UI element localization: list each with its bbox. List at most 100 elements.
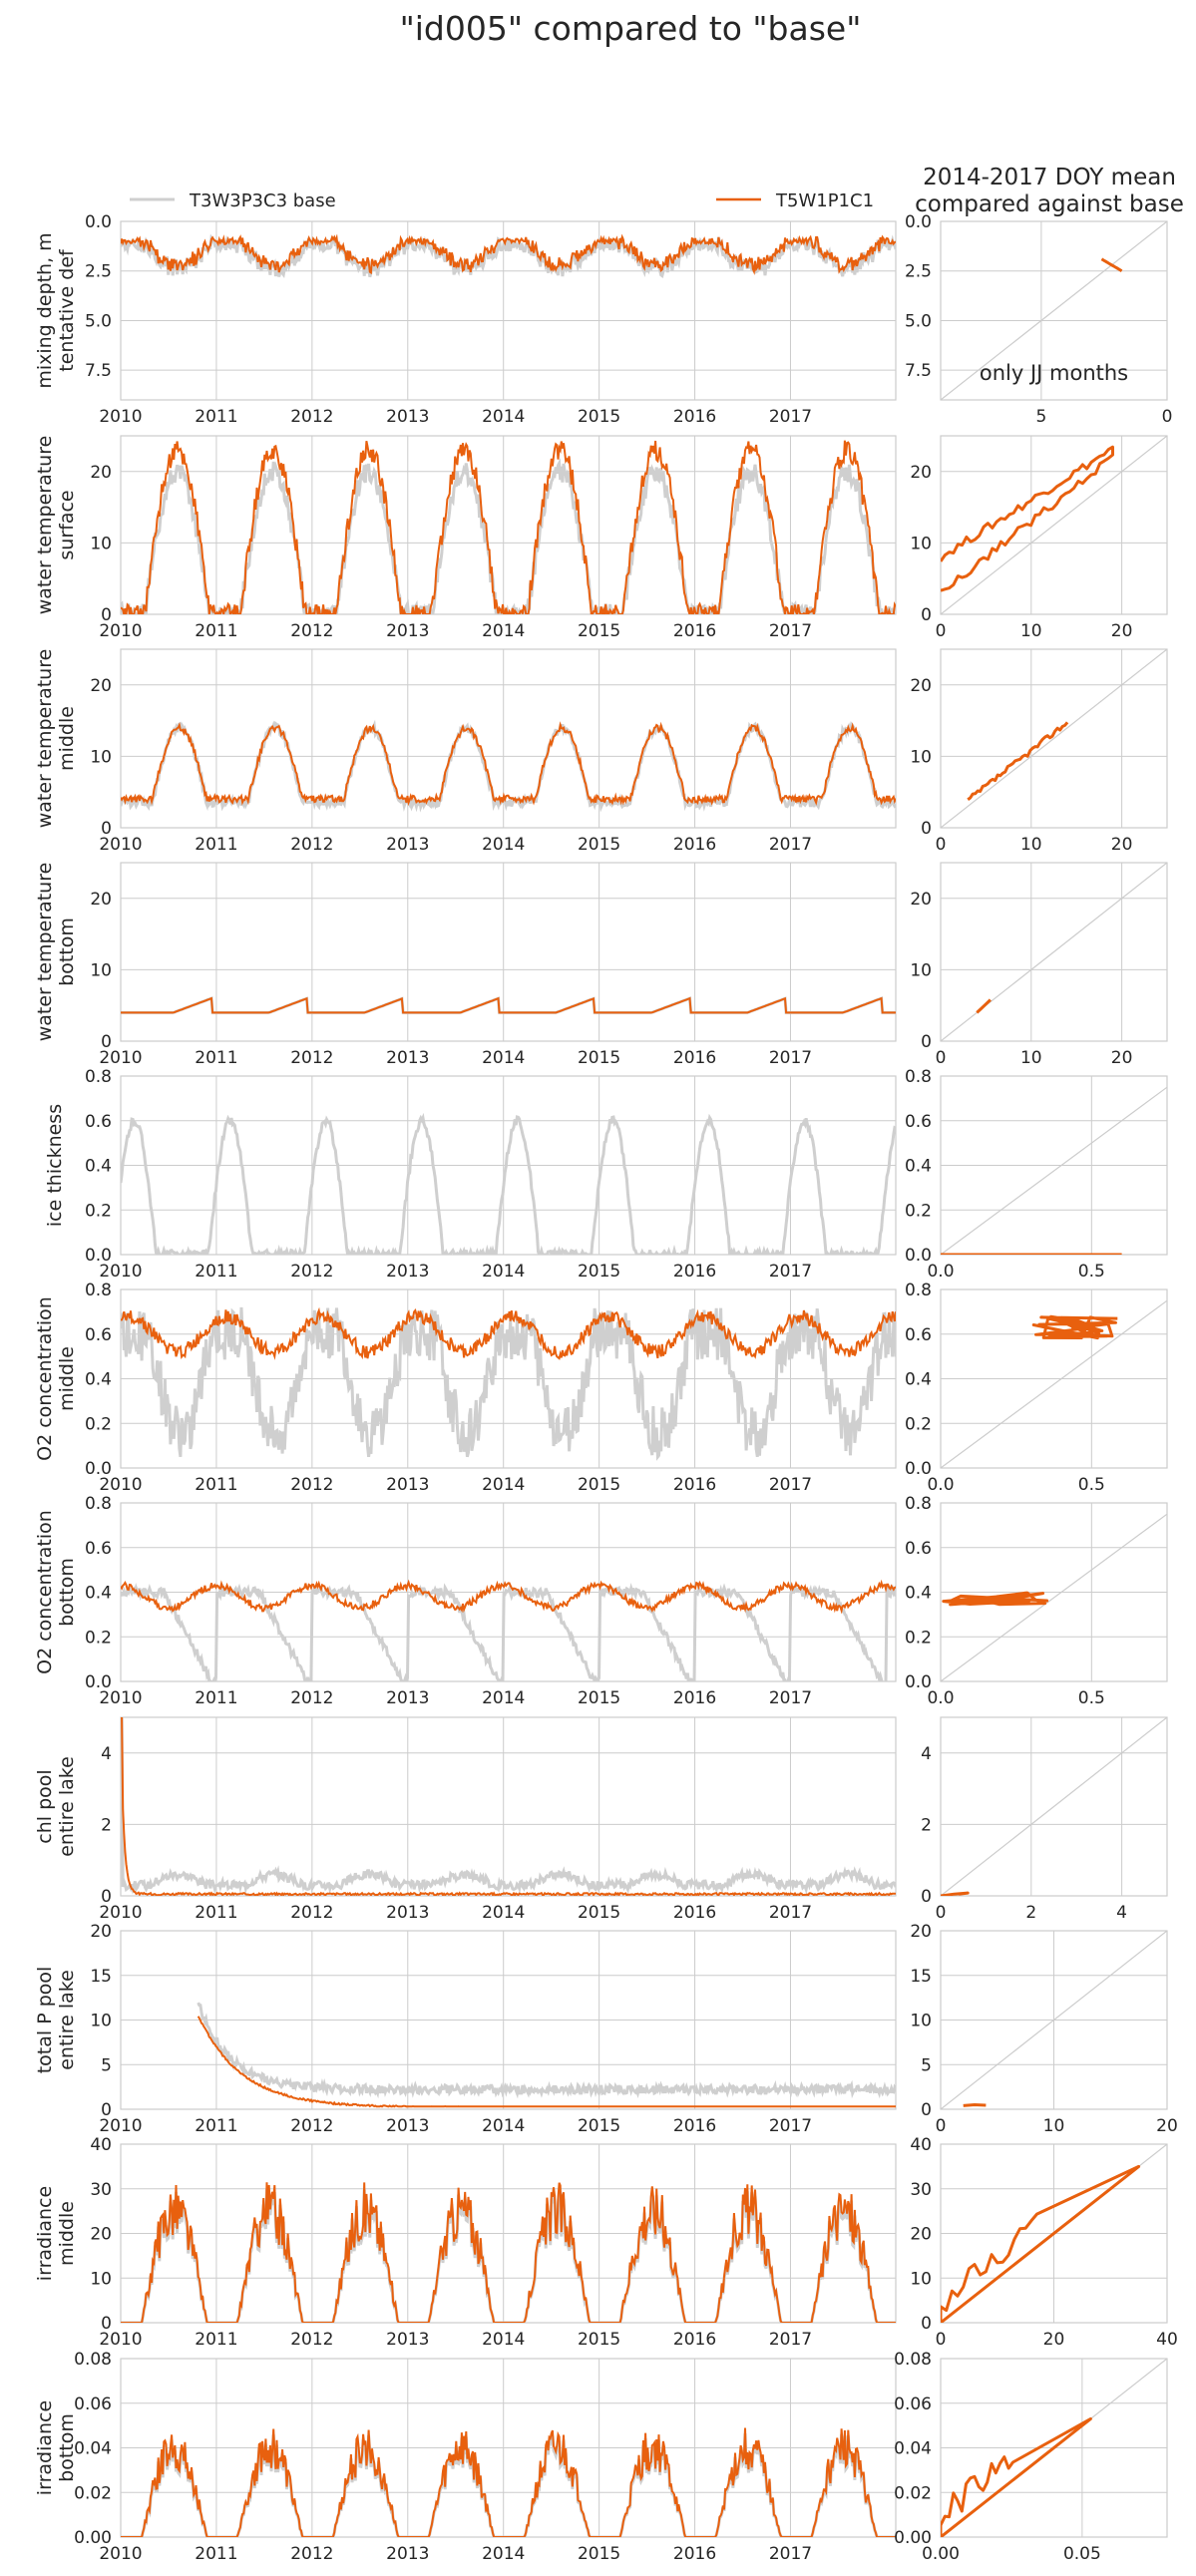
timeseries-ytick-label: 5.0 <box>85 311 112 331</box>
timeseries-ytick-label: 5 <box>101 2055 112 2075</box>
timeseries-xtick-label: 2014 <box>482 2544 525 2564</box>
timeseries-ytick-label: 0.0 <box>85 1672 112 1692</box>
timeseries-ytick-label: 0.2 <box>85 1628 112 1648</box>
timeseries-xtick-label: 2013 <box>386 1903 429 1923</box>
timeseries-ytick-label: 40 <box>90 2135 112 2155</box>
scatter-xtick-label: 20 <box>1111 835 1133 855</box>
timeseries-xtick-label: 2014 <box>482 2116 525 2136</box>
timeseries-xtick-label: 2017 <box>769 1475 812 1495</box>
scatter-xtick-label: 0 <box>1162 407 1173 427</box>
timeseries-ytick-label: 0.4 <box>85 1370 112 1390</box>
timeseries-xtick-label: 2010 <box>99 835 142 855</box>
timeseries-ytick-label: 0.00 <box>74 2528 112 2548</box>
timeseries-xtick-label: 2012 <box>290 407 333 427</box>
timeseries-ylabel: ice thickness <box>44 1104 66 1227</box>
scatter-ytick-label: 0.8 <box>905 1067 932 1087</box>
scatter-xtick-label: 0.0 <box>927 1475 954 1495</box>
timeseries-xtick-label: 2013 <box>386 1475 429 1495</box>
scatter-trace <box>941 2416 1092 2537</box>
scatter-ytick-label: 20 <box>910 1922 932 1942</box>
timeseries-xtick-label: 2011 <box>195 2116 237 2136</box>
scatter-ytick-label: 0.4 <box>905 1157 932 1177</box>
scatter-ytick-label: 0.6 <box>905 1539 932 1559</box>
timeseries-xtick-label: 2014 <box>482 2330 525 2350</box>
timeseries-xtick-label: 2015 <box>578 1688 620 1708</box>
timeseries-xtick-label: 2015 <box>578 1903 620 1923</box>
timeseries-ytick-label: 0.8 <box>85 1067 112 1087</box>
scatter-ytick-label: 0.2 <box>905 1414 932 1434</box>
scatter-ytick-label: 20 <box>910 463 932 483</box>
scatter-xtick-label: 20 <box>1043 2330 1065 2350</box>
timeseries-xtick-label: 2011 <box>195 2544 237 2564</box>
timeseries-xtick-label: 2011 <box>195 1262 237 1282</box>
series-model-line <box>121 1306 896 1360</box>
series-model-line <box>197 2016 896 2108</box>
scatter-trace <box>941 2164 1141 2323</box>
scatter-ytick-label: 0.8 <box>905 1281 932 1300</box>
timeseries-ytick-label: 15 <box>90 1967 112 1987</box>
scatter-xtick-label: 0.5 <box>1078 1262 1105 1282</box>
timeseries-ytick-label: 10 <box>90 2269 112 2289</box>
timeseries-xtick-label: 2012 <box>290 2544 333 2564</box>
series-model-line <box>121 1579 896 1615</box>
scatter-xtick-label: 10 <box>1020 1048 1042 1068</box>
timeseries-xtick-label: 2013 <box>386 2330 429 2350</box>
timeseries-frame <box>120 1716 897 1897</box>
timeseries-ytick-label: 0.2 <box>85 1201 112 1221</box>
timeseries-ytick-label: 0.6 <box>85 1325 112 1345</box>
scatter-ytick-label: 0.06 <box>894 2394 932 2414</box>
scatter-identity-line <box>941 1717 1167 1896</box>
timeseries-xtick-label: 2016 <box>673 621 716 641</box>
timeseries-ylabel: water temperaturesurface <box>34 436 78 615</box>
timeseries-xtick-label: 2016 <box>673 2116 716 2136</box>
timeseries-xtick-label: 2010 <box>99 2116 142 2136</box>
timeseries-xtick-label: 2017 <box>769 2116 812 2136</box>
timeseries-xtick-label: 2011 <box>195 835 237 855</box>
timeseries-xtick-label: 2012 <box>290 1903 333 1923</box>
timeseries-ytick-label: 0.08 <box>74 2350 112 2370</box>
timeseries-xtick-label: 2016 <box>673 835 716 855</box>
series-base-line <box>121 1112 896 1255</box>
timeseries-xtick-label: 2012 <box>290 1048 333 1068</box>
series-base-line <box>121 1582 896 1681</box>
scatter-xtick-label: 0 <box>936 1048 947 1068</box>
timeseries-ylabel: water temperaturebottom <box>34 863 78 1042</box>
scatter-ytick-label: 0 <box>921 1032 932 1052</box>
timeseries-xtick-label: 2010 <box>99 1903 142 1923</box>
timeseries-xtick-label: 2010 <box>99 1048 142 1068</box>
series-base-line <box>197 2002 896 2099</box>
scatter-ytick-label: 2.5 <box>905 262 932 282</box>
timeseries-xtick-label: 2017 <box>769 1048 812 1068</box>
timeseries-xtick-label: 2012 <box>290 2330 333 2350</box>
timeseries-ylabel: irradiancemiddle <box>34 2186 78 2281</box>
scatter-ytick-label: 0 <box>921 2100 932 2120</box>
scatter-ytick-label: 0.4 <box>905 1584 932 1604</box>
scatter-xtick-label: 40 <box>1156 2330 1178 2350</box>
timeseries-xtick-label: 2011 <box>195 2330 237 2350</box>
timeseries-ytick-label: 0.8 <box>85 1281 112 1300</box>
scatter-ytick-label: 0.2 <box>905 1628 932 1648</box>
timeseries-ylabel: total P poolentire lake <box>34 1967 78 2074</box>
scatter-ytick-label: 0.4 <box>905 1370 932 1390</box>
scatter-ytick-label: 30 <box>910 2180 932 2200</box>
timeseries-xtick-label: 2015 <box>578 2544 620 2564</box>
panel-4: 0.0 0.2 0.4 0.6 0.8 2010 2011 2012 2013 2014 2015 2… <box>44 1067 1168 1282</box>
timeseries-xtick-label: 2010 <box>99 1262 142 1282</box>
timeseries-xtick-label: 2014 <box>482 835 525 855</box>
timeseries-ylabel: irradiancebottom <box>34 2400 78 2495</box>
timeseries-ytick-label: 20 <box>90 676 112 696</box>
scatter-ytick-label: 0.8 <box>905 1494 932 1514</box>
timeseries-xtick-label: 2012 <box>290 621 333 641</box>
legend: T3W3P3C3 base T5W1P1C1 <box>130 190 874 211</box>
scatter-ytick-label: 4 <box>921 1744 932 1764</box>
scatter-xtick-label: 0 <box>936 2330 947 2350</box>
scatter-xtick-label: 10 <box>1020 621 1042 641</box>
timeseries-ylabel: mixing depth, mtentative def <box>34 232 78 388</box>
timeseries-ytick-label: 20 <box>90 1922 112 1942</box>
scatter-trace <box>941 445 1114 592</box>
scatter-xtick-label: 0 <box>936 621 947 641</box>
